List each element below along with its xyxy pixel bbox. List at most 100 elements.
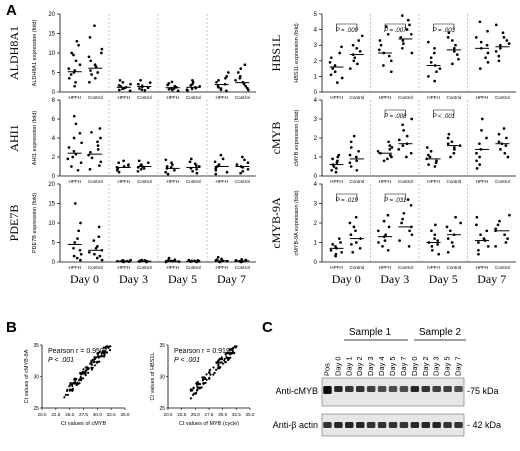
data-point <box>452 46 456 50</box>
data-point <box>505 136 508 140</box>
day-label: Day 5 <box>429 272 458 286</box>
data-point <box>146 161 150 165</box>
data-point <box>214 172 218 176</box>
data-point <box>105 351 108 354</box>
data-point <box>357 149 360 153</box>
data-point <box>88 167 92 171</box>
data-point <box>355 46 359 50</box>
data-point <box>386 213 390 217</box>
data-point <box>475 167 479 170</box>
group-label: HPFH <box>117 95 130 100</box>
data-point <box>67 146 71 149</box>
y-tick-label: 2 <box>314 136 318 142</box>
data-point <box>87 55 91 59</box>
data-point <box>235 345 238 348</box>
data-point <box>429 56 433 60</box>
data-point <box>75 256 79 260</box>
data-point <box>79 258 82 262</box>
data-point <box>486 245 490 248</box>
data-point <box>185 88 189 92</box>
data-point <box>480 129 483 132</box>
data-point <box>84 372 87 376</box>
data-point <box>409 204 413 207</box>
group-label: Control <box>398 95 413 100</box>
group-label: HPFH <box>215 265 228 270</box>
data-point <box>138 87 141 90</box>
data-point <box>455 53 459 56</box>
data-point <box>485 43 489 47</box>
data-point <box>485 136 488 140</box>
group-label: Control <box>398 265 413 270</box>
data-point <box>331 243 335 246</box>
x-tick-label: 35.0 <box>246 412 255 417</box>
group-label: Control <box>447 265 462 270</box>
data-point <box>410 51 414 55</box>
data-point <box>195 167 198 171</box>
data-point <box>208 377 211 380</box>
x-tick-label: 32.5 <box>107 412 116 417</box>
data-point <box>139 78 142 82</box>
data-point <box>73 69 77 72</box>
lane-label: Day 5 <box>388 356 397 376</box>
data-point <box>98 164 101 167</box>
data-point <box>435 70 438 74</box>
group-label: Control <box>447 95 462 100</box>
panel-label-c: C <box>262 319 273 336</box>
data-point <box>377 48 381 52</box>
group-label: HPFH <box>427 265 440 270</box>
data-point <box>497 140 501 144</box>
y-tick-label: 1 <box>314 241 318 247</box>
data-point <box>334 170 338 174</box>
data-point <box>430 229 433 233</box>
data-point <box>97 225 101 229</box>
gene-label: AHI1 <box>7 124 21 151</box>
data-point <box>78 378 81 381</box>
data-point <box>72 149 76 153</box>
data-point <box>386 248 390 252</box>
data-point <box>494 227 498 231</box>
data-point <box>383 239 387 242</box>
data-point <box>205 373 208 376</box>
data-point <box>95 356 98 359</box>
data-point <box>389 70 393 74</box>
data-point <box>503 233 506 237</box>
data-point <box>94 65 98 69</box>
data-point <box>212 366 215 369</box>
group-label: HPFH <box>166 265 179 270</box>
group-label: Control <box>137 265 152 270</box>
x-tick-label: 27.5 <box>79 412 88 417</box>
data-point <box>74 382 77 385</box>
data-point <box>406 198 410 201</box>
data-point <box>100 47 104 51</box>
cmyb-band <box>432 386 441 392</box>
data-point <box>69 73 73 76</box>
day-label: Day 3 <box>380 272 409 286</box>
data-point <box>90 366 93 369</box>
data-point <box>79 221 82 225</box>
data-point <box>329 73 333 77</box>
data-point <box>435 159 438 163</box>
data-point <box>408 229 411 233</box>
p-value-label: P = .031 <box>384 198 406 204</box>
day-label: Day 5 <box>168 272 197 286</box>
data-point <box>354 229 357 233</box>
data-point <box>72 53 75 57</box>
data-point <box>191 78 194 82</box>
data-point <box>334 167 338 170</box>
data-point <box>477 252 480 256</box>
data-point <box>67 76 71 80</box>
data-point <box>173 168 176 172</box>
data-point <box>426 40 430 44</box>
data-point <box>479 40 483 44</box>
data-point <box>243 158 246 162</box>
data-point <box>427 75 430 78</box>
y-tick-label: 0 <box>52 174 56 180</box>
data-point <box>79 373 83 376</box>
significance-bracket <box>336 23 358 30</box>
y-tick-label: 0 <box>52 90 56 96</box>
data-point <box>100 354 103 357</box>
data-point <box>96 71 100 74</box>
data-point <box>401 39 405 42</box>
lane-label: Day 1 <box>344 356 353 376</box>
data-point <box>388 144 392 147</box>
